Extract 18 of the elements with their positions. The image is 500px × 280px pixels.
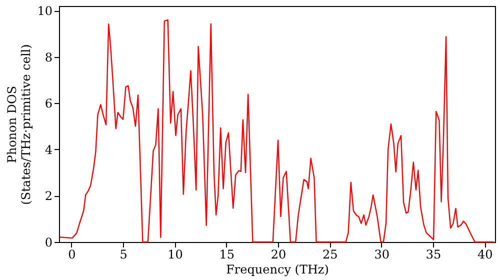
y-tick-label: 10 (37, 4, 52, 18)
x-tick-label: 5 (120, 248, 128, 262)
x-tick-label: 10 (168, 248, 183, 262)
x-axis-title: Frequency (THz) (226, 262, 329, 276)
x-tick-label: 40 (478, 248, 493, 262)
x-tick-label: 15 (219, 248, 235, 262)
y-tick-label: 4 (44, 142, 53, 157)
y-tick-label: 2 (44, 189, 52, 204)
x-tick-label: 20 (270, 248, 286, 262)
y-axis-title: Phonon DOS (States/THz·primitive cell) (5, 44, 34, 205)
y-tick-label: 0 (44, 236, 52, 250)
y-tick-label: 8 (44, 50, 52, 64)
line-series (59, 19, 495, 243)
x-tick-label: 35 (426, 248, 442, 262)
x-tick-label: 0 (68, 248, 76, 262)
x-tick-label: 25 (322, 248, 338, 262)
y-tick-label: 6 (44, 96, 52, 111)
x-tick-label: 30 (374, 248, 390, 262)
